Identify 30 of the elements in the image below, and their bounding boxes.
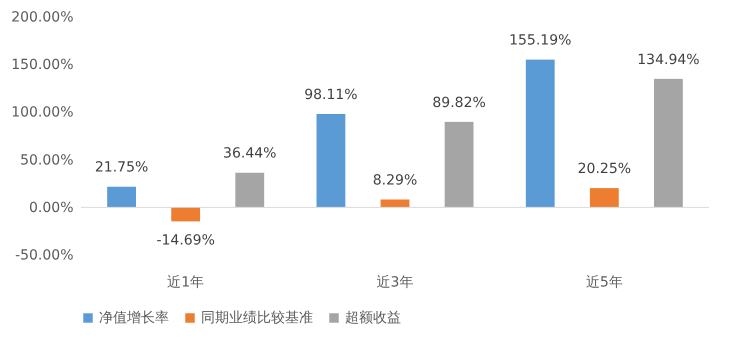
bar (107, 186, 136, 208)
bar (590, 188, 619, 208)
bar (380, 200, 410, 208)
bar (171, 207, 200, 222)
bar (316, 114, 346, 208)
y-tick-label: 200.00% (11, 10, 74, 26)
bar (526, 60, 555, 208)
x-tick-label: 近1年 (167, 274, 204, 290)
data-label: 20.25% (578, 161, 632, 178)
x-tick-label: 近5年 (586, 274, 623, 290)
y-tick-label: -50.00% (15, 248, 74, 264)
legend-label: 超额收益 (345, 310, 401, 326)
data-label: 155.19% (509, 32, 572, 49)
bar (654, 78, 683, 208)
y-tick-label: 150.00% (11, 57, 74, 74)
x-tick-label: 近3年 (376, 274, 414, 290)
bar (235, 172, 264, 208)
data-label: 89.82% (432, 94, 486, 111)
bar (444, 122, 474, 208)
data-label: 134.94% (637, 52, 700, 68)
data-label: 98.11% (304, 87, 358, 103)
y-tick-label: 0.00% (29, 200, 74, 216)
data-label: 8.29% (372, 172, 418, 189)
y-tick-label: 100.00% (11, 104, 74, 121)
data-label: 36.44% (223, 146, 276, 162)
legend-label: 同期业绩比较基准 (201, 310, 313, 326)
data-label: -14.69% (156, 232, 215, 248)
data-label: 21.75% (94, 160, 148, 176)
y-tick-label: 50.00% (20, 152, 74, 168)
legend-label: 净值增长率 (99, 310, 169, 326)
